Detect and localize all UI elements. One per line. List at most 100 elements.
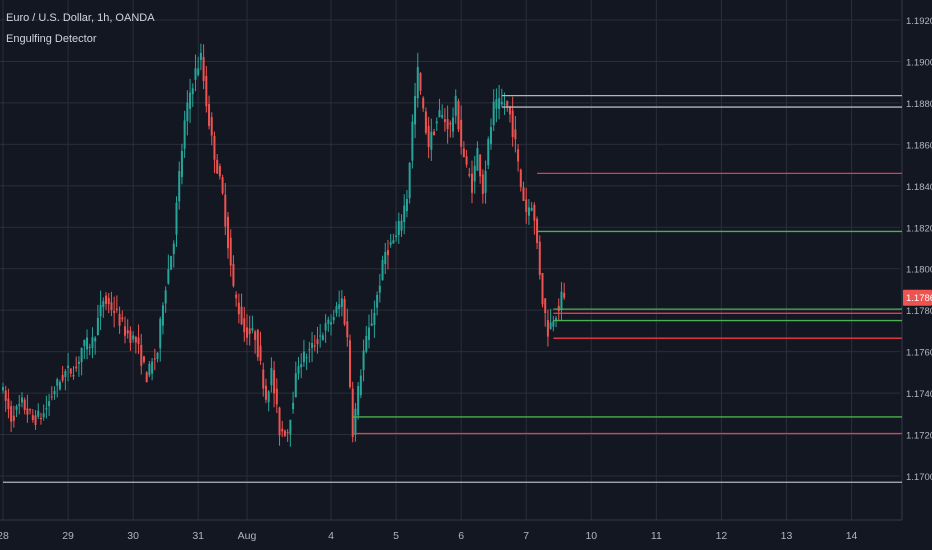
candle-body — [392, 240, 395, 244]
candle-body — [544, 298, 547, 314]
candle-body — [530, 207, 533, 211]
candle-body — [262, 369, 265, 389]
candle-body — [229, 237, 232, 266]
candle-body — [216, 159, 219, 174]
candle-body — [161, 305, 164, 326]
x-tick-label: 6 — [458, 530, 464, 542]
candle-body — [270, 367, 273, 386]
candle-body — [278, 407, 281, 436]
candle-body — [281, 428, 284, 432]
candle-body — [237, 302, 240, 315]
candle-body — [321, 335, 324, 341]
x-tick-label: 31 — [192, 530, 204, 542]
candle-body — [294, 373, 297, 398]
y-tick-label: 1.17600 — [906, 348, 932, 359]
candle-body — [77, 361, 80, 364]
candle-body — [454, 95, 457, 116]
candle-body — [498, 98, 501, 109]
candle-body — [476, 148, 479, 171]
candle-body — [503, 103, 506, 105]
candle-body — [484, 170, 487, 193]
y-tick-label: 1.18400 — [906, 182, 932, 193]
candle-body — [256, 329, 259, 358]
candle-body — [302, 351, 305, 363]
candle-body — [319, 335, 322, 337]
candle-body — [53, 391, 56, 395]
candle-body — [462, 148, 465, 158]
y-tick-label: 1.19000 — [906, 57, 932, 68]
candle-body — [395, 235, 398, 238]
candle-body — [194, 68, 197, 80]
candle-body — [289, 419, 292, 435]
candle-body — [487, 139, 490, 166]
candle-body — [441, 115, 444, 118]
candle-body — [213, 135, 216, 160]
candle-body — [311, 342, 314, 349]
y-tick-label: 1.18000 — [906, 265, 932, 276]
candle-body — [511, 110, 514, 137]
candle-body — [381, 260, 384, 281]
candle-body — [61, 375, 64, 381]
candle-body — [102, 300, 105, 308]
candle-body — [118, 313, 121, 326]
candle-body — [435, 121, 438, 124]
candle-body — [527, 207, 530, 216]
candle-body — [357, 386, 360, 416]
candle-body — [517, 149, 520, 162]
candle-body — [508, 106, 511, 115]
y-tick-label: 1.18800 — [906, 99, 932, 110]
candle-body — [83, 339, 86, 346]
candle-body — [151, 361, 154, 374]
candle-body — [552, 321, 555, 327]
candle-body — [522, 187, 525, 201]
candle-body — [300, 364, 303, 368]
candle-body — [416, 66, 419, 99]
candle-body — [259, 345, 262, 361]
candle-body — [264, 385, 267, 400]
candle-body — [549, 322, 552, 329]
candle-body — [373, 312, 376, 325]
candle-body — [210, 117, 213, 136]
candle-body — [525, 199, 528, 212]
candle-body — [96, 317, 99, 336]
candle-body — [367, 327, 370, 340]
x-tick-label: 28 — [0, 530, 9, 542]
candle-body — [403, 205, 406, 222]
candle-body — [58, 382, 61, 390]
candle-body — [202, 56, 205, 81]
candle-body — [153, 358, 156, 360]
candle-body — [243, 318, 246, 333]
candle-body — [422, 97, 425, 109]
candle-body — [137, 337, 140, 345]
candle-body — [386, 250, 389, 256]
candle-body — [145, 372, 148, 383]
candle-body — [140, 344, 143, 366]
candle-body — [172, 243, 175, 255]
candle-body — [286, 432, 289, 434]
candle-body — [443, 119, 446, 122]
indicator-name[interactable]: Engulfing Detector — [6, 33, 97, 45]
candle-body — [438, 110, 441, 118]
candle-body — [340, 298, 343, 308]
candle-body — [115, 308, 118, 310]
candle-body — [42, 413, 45, 418]
candle-body — [245, 327, 248, 338]
candle-body — [332, 317, 335, 321]
candle-body — [170, 255, 173, 270]
candle-body — [80, 347, 83, 363]
candle-body — [205, 75, 208, 107]
candle-body — [64, 371, 67, 377]
y-tick-label: 1.19200 — [906, 16, 932, 27]
candle-body — [39, 417, 42, 419]
candle-body — [235, 294, 238, 299]
candle-body — [514, 129, 517, 140]
candle-body — [12, 415, 15, 421]
candle-body — [397, 220, 400, 235]
x-tick-label: 30 — [127, 530, 139, 542]
candle-body — [354, 408, 357, 435]
x-tick-label: 14 — [846, 530, 858, 542]
candle-body — [471, 173, 474, 193]
candle-body — [199, 52, 202, 60]
